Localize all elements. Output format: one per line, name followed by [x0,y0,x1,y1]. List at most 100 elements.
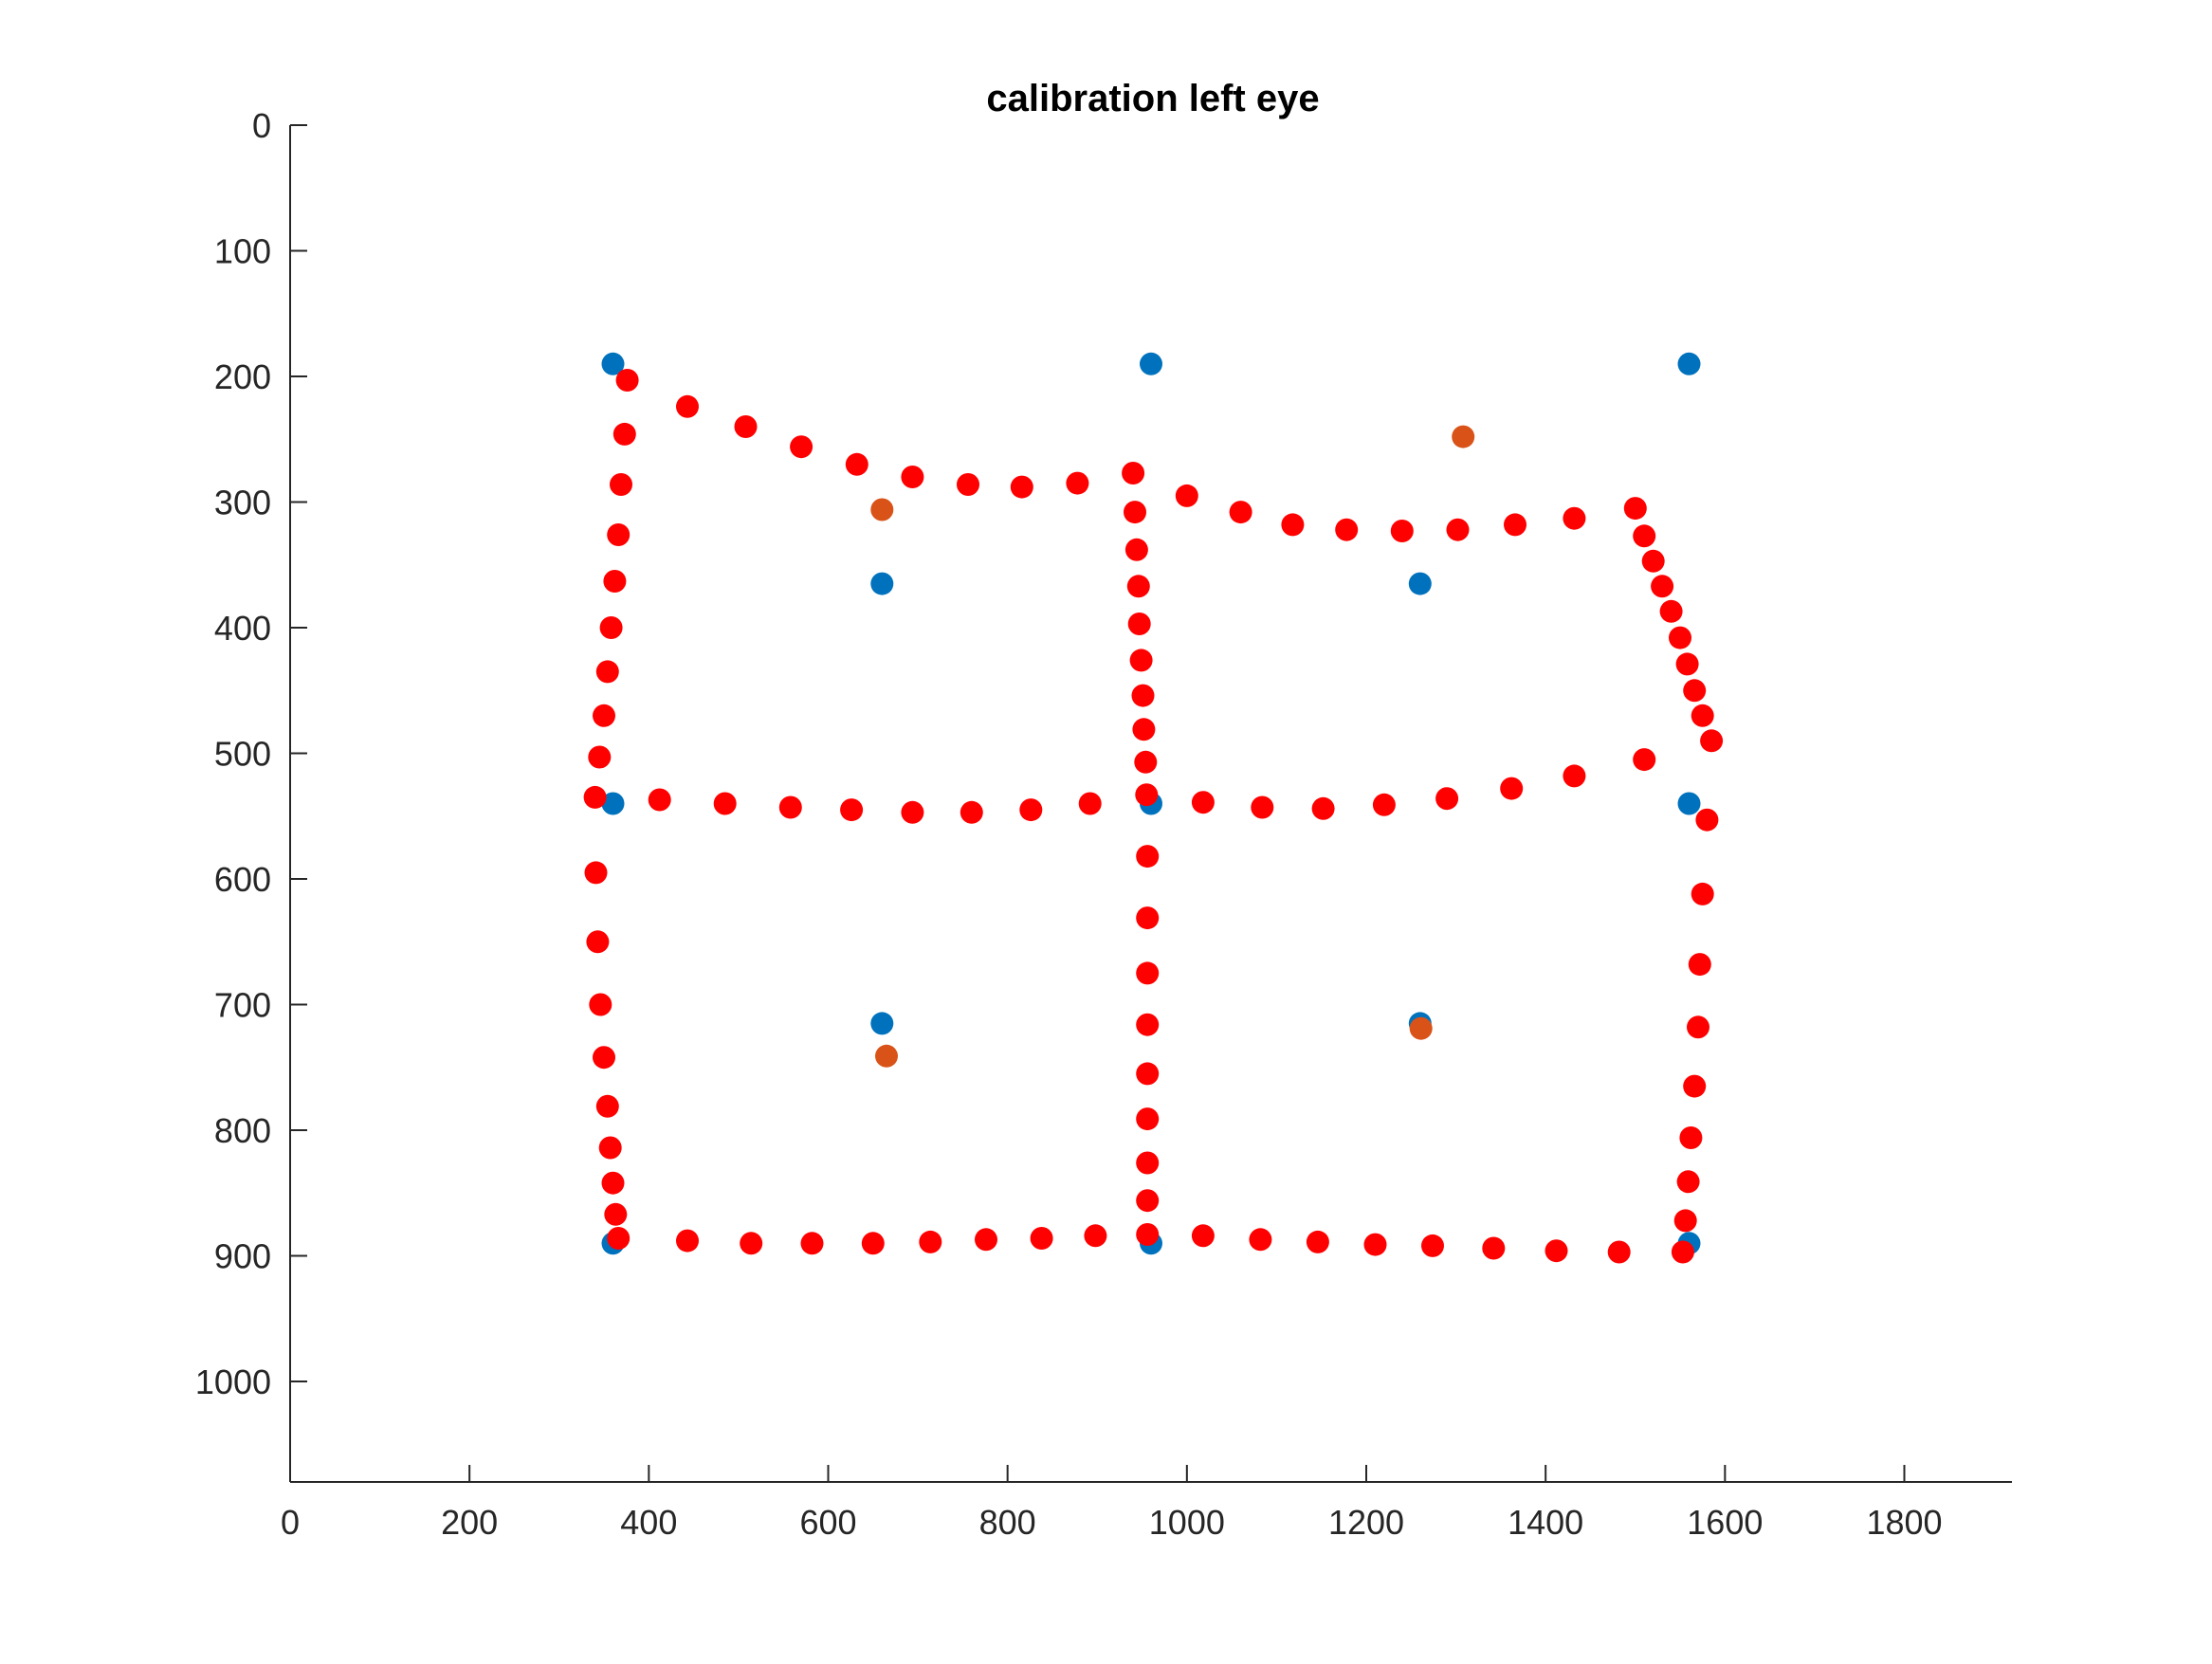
data-point [593,1046,615,1070]
data-point [1066,471,1089,495]
data-point [601,792,625,815]
data-point [615,369,639,392]
data-point [593,704,615,727]
data-point [676,394,699,418]
data-point [870,1012,894,1035]
data-point [610,473,632,496]
data-point [583,785,607,809]
data-point [1676,1170,1700,1194]
data-point [1084,1224,1107,1248]
data-point [840,798,864,822]
data-point [584,861,608,885]
data-point [1390,520,1414,542]
y-tick-label: 700 [214,986,271,1025]
data-point [778,795,802,819]
y-tick-label: 100 [214,232,271,271]
data-point [595,660,619,684]
data-point [1132,718,1156,741]
data-point [1482,1236,1506,1260]
data-point [1136,961,1160,985]
data-point [1421,1234,1444,1257]
data-point [975,1228,997,1252]
axes: 0 200 400 600 800 1000 1200 1400 1600 1800 0 100 200… [195,106,2012,1542]
x-tick-label: 600 [799,1503,856,1542]
data-point [1563,764,1586,788]
data-point [588,745,612,769]
data-point [607,1227,631,1250]
data-point [1677,352,1701,375]
y-tick-label: 800 [214,1111,271,1150]
data-point [1435,787,1459,811]
data-point [1409,1016,1433,1040]
y-tick-label: 600 [214,860,271,899]
data-point [1633,748,1656,772]
data-point [1140,352,1162,375]
data-point [1136,1107,1160,1131]
data-point [1679,1126,1703,1149]
x-tick-label: 1600 [1687,1503,1763,1542]
data-point [1675,652,1699,676]
data-point [1122,462,1145,485]
data-point [800,1232,824,1255]
data-point [875,1044,898,1068]
data-point [957,473,979,496]
data-point [1281,513,1305,537]
data-point [1372,793,1396,816]
data-point [1030,1227,1053,1250]
data-points [583,352,1724,1264]
data-point [1633,524,1656,548]
series-group [870,425,1475,1068]
data-point [713,792,737,815]
chart-title: calibration left eye [986,78,1319,119]
data-point [901,466,924,488]
x-tick-label: 1000 [1149,1503,1225,1542]
data-point [1363,1233,1387,1256]
data-point [1446,518,1470,541]
y-tick-label: 900 [214,1237,271,1276]
data-point [1683,679,1707,703]
data-point [1659,599,1683,623]
data-point [1191,1224,1215,1248]
data-point [1136,1223,1160,1246]
data-point [1700,729,1724,753]
data-point [648,788,671,812]
data-point [1135,783,1159,807]
data-point [1134,750,1158,774]
y-tick-label: 1000 [195,1362,271,1401]
data-point [870,498,894,521]
data-point [1229,501,1252,524]
data-point [1078,792,1102,815]
data-point [1136,1062,1160,1086]
data-point [1677,792,1701,815]
data-point [1010,475,1033,499]
data-point [790,435,814,459]
data-point [1136,1189,1160,1213]
data-point [960,800,983,824]
x-tick-label: 1400 [1508,1503,1583,1542]
data-point [612,422,636,446]
series-group [583,369,1724,1264]
data-point [1623,497,1647,521]
data-point [1669,626,1691,649]
data-point [1335,518,1359,541]
data-point [901,800,924,824]
data-point [1673,1209,1697,1233]
x-tick-label: 1200 [1328,1503,1404,1542]
data-point [603,570,627,593]
data-point [1311,796,1335,820]
data-point [919,1230,942,1253]
x-tick-label: 1800 [1866,1503,1942,1542]
data-point [1545,1239,1568,1263]
data-point [845,452,868,476]
x-tick-label: 200 [441,1503,498,1542]
data-point [1131,684,1155,707]
data-point [676,1229,699,1253]
data-point [1019,798,1043,822]
x-tick-label: 400 [620,1503,677,1542]
data-point [1500,777,1524,800]
data-point [1129,649,1153,672]
data-point [861,1232,885,1255]
data-point [870,572,894,595]
